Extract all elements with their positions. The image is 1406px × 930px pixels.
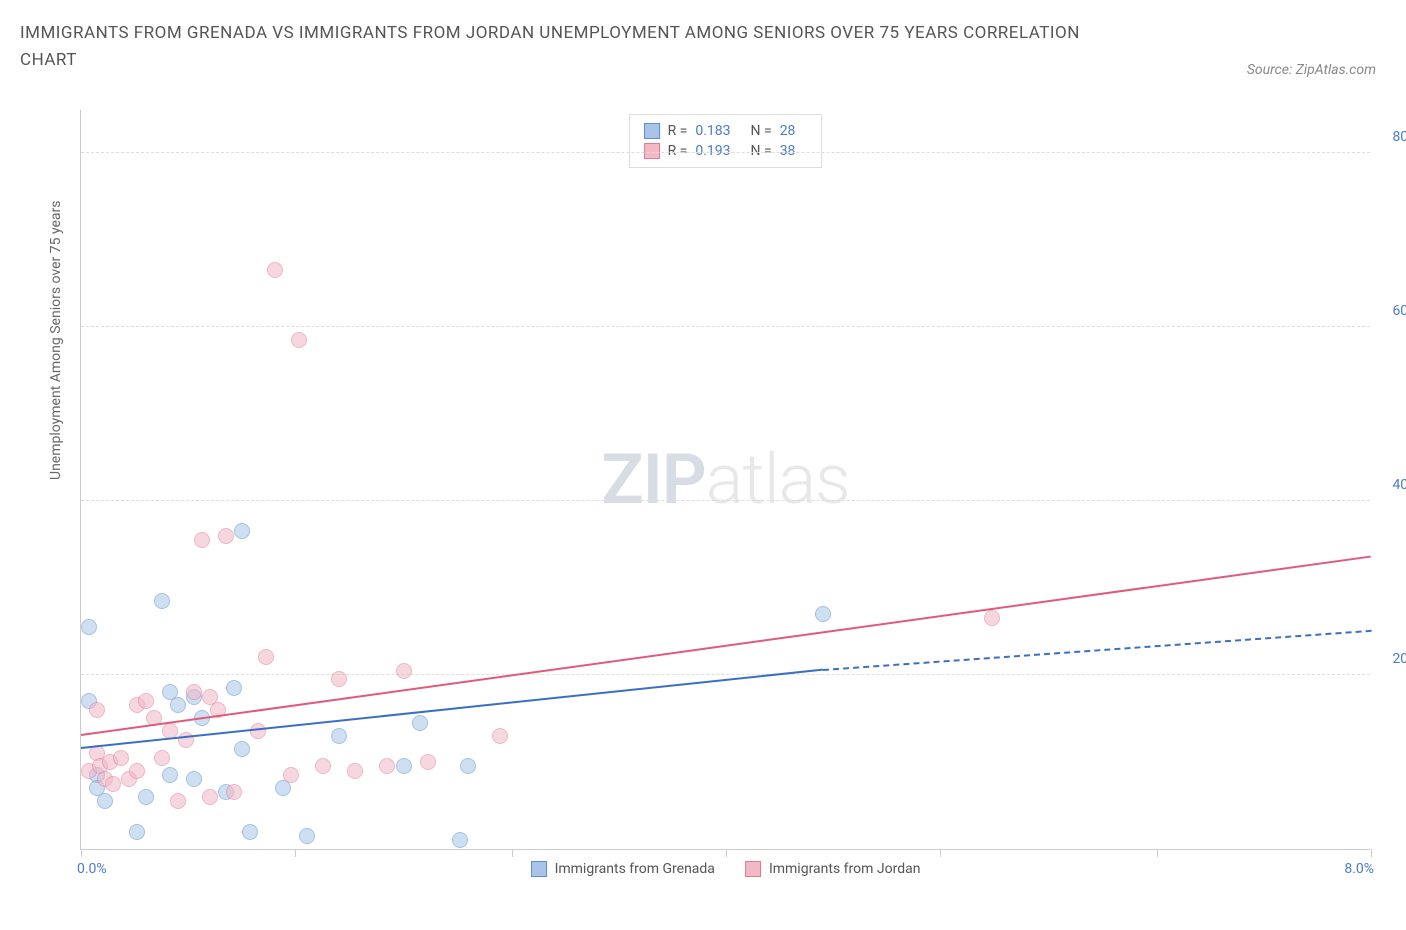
legend-row-grenada: R = 0.183 N = 28	[644, 121, 808, 141]
legend-item-grenada: Immigrants from Grenada	[531, 861, 715, 877]
gridline	[81, 674, 1370, 675]
data-point	[492, 728, 508, 744]
x-tick	[1157, 849, 1158, 857]
y-tick-label: 60.0%	[1375, 303, 1406, 319]
swatch-grenada	[644, 123, 660, 139]
data-point	[250, 723, 266, 739]
data-point	[138, 693, 154, 709]
data-point	[202, 789, 218, 805]
data-point	[97, 793, 113, 809]
data-point	[283, 767, 299, 783]
y-tick-label: 40.0%	[1375, 477, 1406, 493]
data-point	[170, 697, 186, 713]
data-point	[81, 619, 97, 635]
data-point	[460, 758, 476, 774]
x-tick	[726, 849, 727, 857]
data-point	[170, 793, 186, 809]
data-point	[347, 763, 363, 779]
x-tick	[1371, 849, 1372, 857]
data-point	[162, 767, 178, 783]
data-point	[420, 754, 436, 770]
data-point	[138, 789, 154, 805]
x-tick	[295, 849, 296, 857]
x-max-label: 8.0%	[1344, 861, 1374, 877]
data-point	[129, 763, 145, 779]
data-point	[267, 262, 283, 278]
data-point	[242, 824, 258, 840]
data-point	[315, 758, 331, 774]
data-point	[234, 741, 250, 757]
swatch-grenada-icon	[531, 861, 547, 877]
y-axis-label: Unemployment Among Seniors over 75 years	[48, 201, 64, 481]
data-point	[218, 528, 234, 544]
data-point	[396, 758, 412, 774]
data-point	[396, 663, 412, 679]
trend-line	[823, 629, 1371, 670]
data-point	[331, 671, 347, 687]
data-point	[113, 750, 129, 766]
data-point	[452, 832, 468, 848]
data-point	[154, 593, 170, 609]
legend-series: Immigrants from Grenada Immigrants from …	[531, 861, 921, 877]
source-label: Source: ZipAtlas.com	[1247, 62, 1376, 78]
chart-title: IMMIGRANTS FROM GRENADA VS IMMIGRANTS FR…	[20, 20, 1120, 74]
data-point	[258, 649, 274, 665]
data-point	[89, 702, 105, 718]
data-point	[291, 332, 307, 348]
trend-line	[81, 669, 823, 749]
x-min-label: 0.0%	[77, 861, 107, 877]
data-point	[186, 771, 202, 787]
data-point	[815, 606, 831, 622]
gridline	[81, 500, 1370, 501]
data-point	[226, 680, 242, 696]
data-point	[331, 728, 347, 744]
data-point	[984, 610, 1000, 626]
x-tick	[512, 849, 513, 857]
gridline	[81, 326, 1370, 327]
gridline	[81, 152, 1370, 153]
x-tick	[81, 849, 82, 857]
watermark: ZIPatlas	[601, 439, 849, 521]
data-point	[154, 750, 170, 766]
data-point	[105, 776, 121, 792]
x-tick	[940, 849, 941, 857]
data-point	[299, 828, 315, 844]
legend-item-jordan: Immigrants from Jordan	[745, 861, 921, 877]
correlation-chart: IMMIGRANTS FROM GRENADA VS IMMIGRANTS FR…	[20, 20, 1386, 910]
data-point	[379, 758, 395, 774]
swatch-jordan-icon	[745, 861, 761, 877]
data-point	[129, 824, 145, 840]
data-point	[186, 684, 202, 700]
data-point	[226, 784, 242, 800]
y-tick-label: 20.0%	[1375, 651, 1406, 667]
plot-area: ZIPatlas R = 0.183 N = 28 R = 0.193 N = …	[80, 110, 1370, 850]
data-point	[234, 523, 250, 539]
data-point	[194, 532, 210, 548]
y-tick-label: 80.0%	[1375, 129, 1406, 145]
legend-stats: R = 0.183 N = 28 R = 0.193 N = 38	[629, 114, 823, 168]
data-point	[412, 715, 428, 731]
